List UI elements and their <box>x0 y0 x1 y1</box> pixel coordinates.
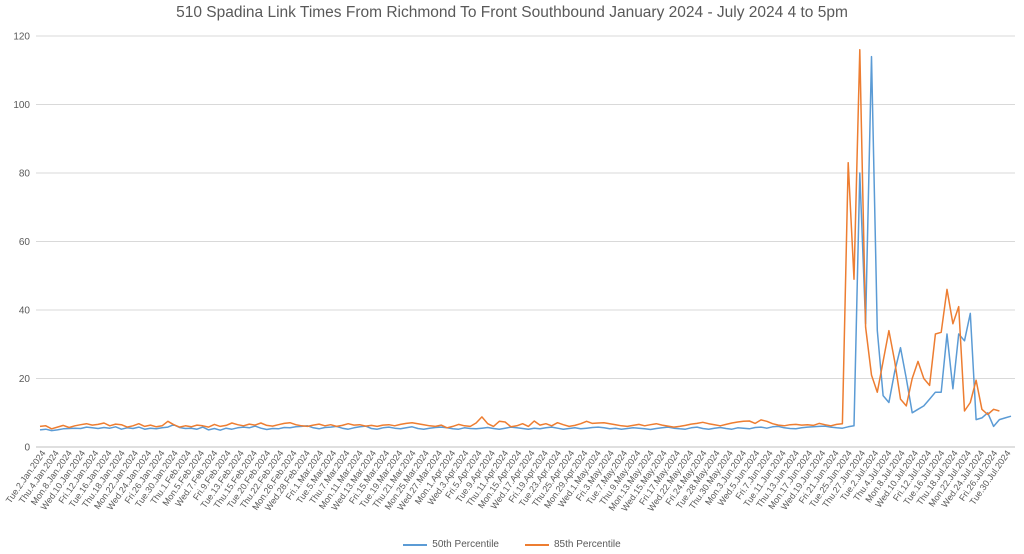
legend-swatch-85th <box>525 543 549 546</box>
legend-item-85th: 85th Percentile <box>525 539 621 550</box>
legend-label-85th: 85th Percentile <box>554 539 621 550</box>
y-tick-label: 20 <box>19 374 31 385</box>
series-line-85th <box>39 48 1000 430</box>
legend-label-50th: 50th Percentile <box>432 539 499 550</box>
legend: 50th Percentile 85th Percentile <box>0 539 1024 550</box>
y-tick-label: 0 <box>24 443 30 454</box>
series-line-50th <box>39 55 1012 432</box>
legend-swatch-50th <box>403 543 428 546</box>
y-tick-label: 60 <box>19 237 31 248</box>
chart-title: 510 Spadina Link Times From Richmond To … <box>176 4 848 21</box>
legend-item-50th: 50th Percentile <box>403 539 499 550</box>
y-tick-label: 80 <box>19 169 31 180</box>
y-tick-label: 100 <box>13 100 30 111</box>
y-tick-label: 120 <box>13 32 30 43</box>
y-tick-label: 40 <box>19 306 31 317</box>
